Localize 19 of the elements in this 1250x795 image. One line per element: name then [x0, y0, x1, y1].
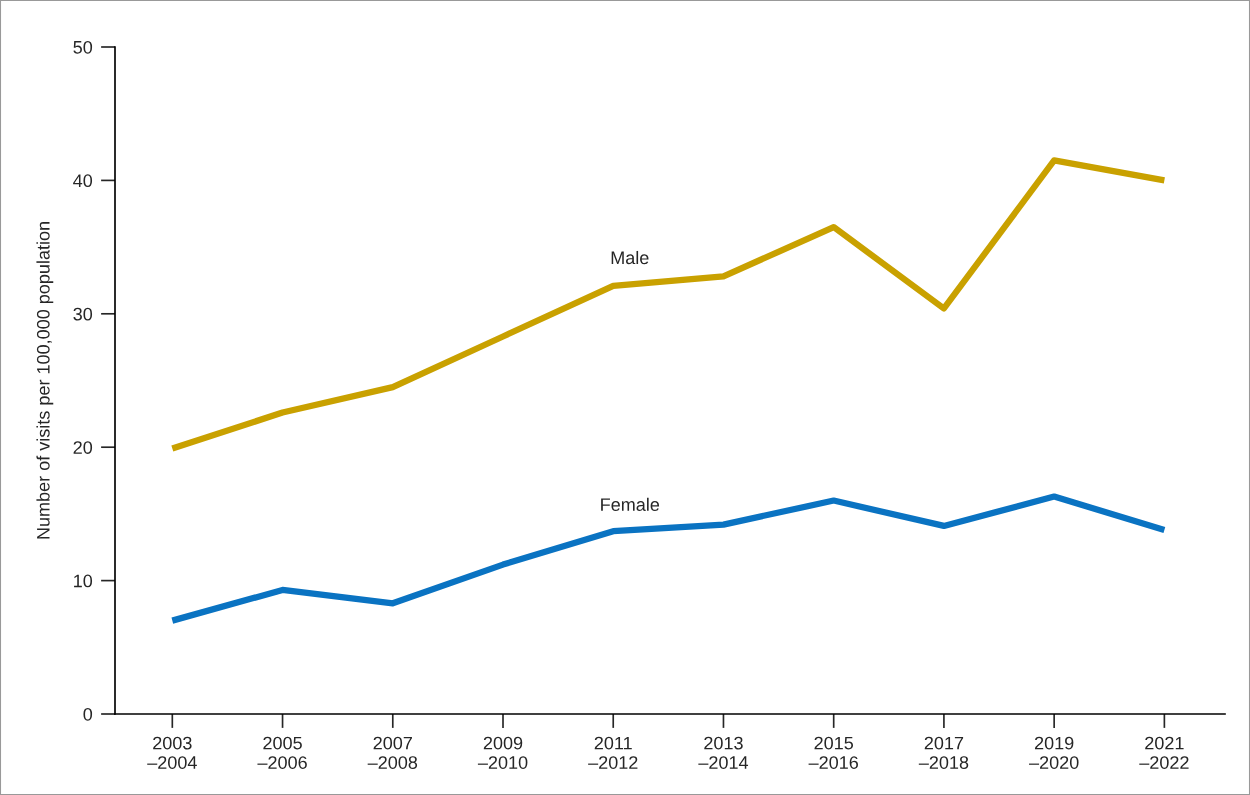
- x-tick-label: 2007 –2008: [367, 736, 418, 769]
- x-tick-label: 2021 –2022: [1139, 736, 1189, 769]
- series-label: Female: [601, 497, 660, 511]
- y-tick-label: 50: [73, 40, 93, 54]
- x-tick-label: 2011 –2012: [588, 736, 638, 769]
- series-label: Male: [611, 250, 649, 265]
- y-tick-label: 20: [73, 441, 93, 454]
- x-tick-label: 2017 –2018: [918, 736, 969, 769]
- y-tick-label: 30: [73, 307, 93, 321]
- x-tick-label: 2013 –2014: [698, 736, 749, 769]
- x-tick-label: 2009 –2010: [477, 736, 528, 769]
- x-tick-label: 2003 –2004: [147, 736, 197, 769]
- y-tick-label: 10: [74, 574, 93, 588]
- x-tick-label: 2005 –2006: [257, 736, 307, 769]
- y-axis-title: Number of visits per 100,000 population: [36, 222, 54, 539]
- x-tick-label: 2015 –2016: [808, 736, 858, 769]
- y-tick-label: 0: [83, 707, 93, 721]
- x-tick-label: 2019 –2020: [1029, 736, 1079, 769]
- y-tick-label: 40: [73, 174, 93, 188]
